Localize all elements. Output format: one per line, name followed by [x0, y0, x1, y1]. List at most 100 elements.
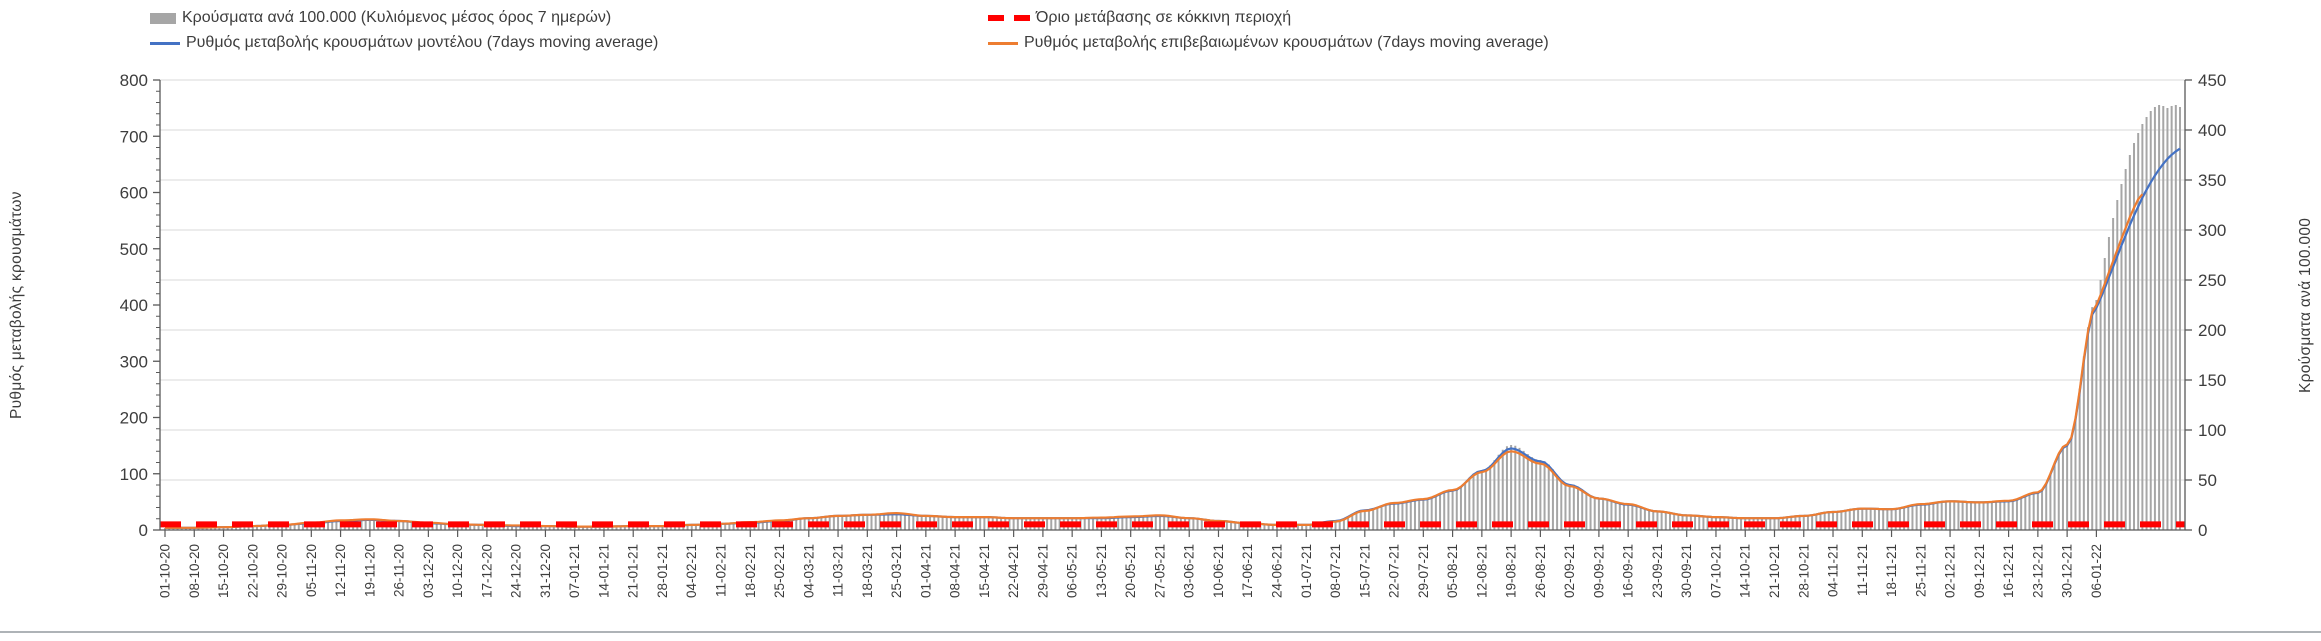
- right-axis-tick-label: 450: [2198, 71, 2226, 90]
- x-axis-tick-label: 11-03-21: [831, 544, 846, 597]
- bottom-divider: [0, 631, 2321, 633]
- x-axis-tick-label: 25-02-21: [772, 544, 787, 598]
- left-axis-tick-label: 0: [139, 521, 148, 540]
- legend-item-red-zone-threshold: Όριο μετάβασης σε κόκκινη περιοχή: [988, 8, 1291, 28]
- right-axis-tick-label: 350: [2198, 171, 2226, 190]
- x-axis-tick-label: 30-12-21: [2060, 544, 2075, 598]
- right-axis-tick-label: 250: [2198, 271, 2226, 290]
- x-axis-tick-label: 26-11-20: [392, 544, 407, 597]
- left-axis-tick-label: 100: [120, 465, 148, 484]
- x-axis-tick-label: 10-06-21: [1211, 544, 1226, 598]
- right-axis-tick-label: 200: [2198, 321, 2226, 340]
- x-axis-tick-label: 02-12-21: [1943, 544, 1958, 598]
- x-axis-tick-label: 22-07-21: [1387, 544, 1402, 598]
- left-axis-tick-label: 400: [120, 296, 148, 315]
- blue-line-swatch-icon: [150, 41, 180, 45]
- legend-label-cases-per-100k: Κρούσματα ανά 100.000 (Κυλιόμενος μέσος …: [182, 9, 612, 26]
- x-axis-tick-label: 04-03-21: [801, 544, 816, 598]
- x-axis-tick-label: 17-12-20: [479, 544, 494, 598]
- x-axis-tick-label: 24-06-21: [1270, 544, 1285, 598]
- confirmed-rate-line: [165, 193, 2144, 529]
- x-axis-tick-label: 22-04-21: [1006, 544, 1021, 598]
- x-axis-tick-label: 10-12-20: [450, 544, 465, 598]
- x-axis-tick-label: 05-11-20: [304, 544, 319, 597]
- left-axis-tick-label: 600: [120, 184, 148, 203]
- left-axis-tick-label: 300: [120, 352, 148, 371]
- x-axis-tick-label: 14-01-21: [596, 544, 611, 598]
- x-axis-tick-label: 26-08-21: [1533, 544, 1548, 598]
- left-axis-tick-label: 700: [120, 127, 148, 146]
- x-axis-tick-label: 27-05-21: [1152, 544, 1167, 598]
- x-axis-tick-label: 01-10-20: [158, 544, 173, 598]
- x-axis-tick-label: 04-02-21: [684, 544, 699, 598]
- legend-item-confirmed-rate: Ρυθμός μεταβολής επιβεβαιωμένων κρουσμάτ…: [988, 33, 1549, 53]
- x-axis-tick-label: 05-08-21: [1445, 544, 1460, 598]
- x-axis-tick-label: 03-06-21: [1182, 544, 1197, 598]
- x-axis-tick-label: 15-04-21: [977, 544, 992, 598]
- legend-label-red-zone-threshold: Όριο μετάβασης σε κόκκινη περιοχή: [1036, 9, 1292, 26]
- x-axis-tick-label: 18-02-21: [743, 544, 758, 598]
- legend-item-model-rate: Ρυθμός μεταβολής κρουσμάτων μοντέλου (7d…: [150, 33, 658, 53]
- x-axis-tick-label: 09-09-21: [1591, 544, 1606, 598]
- left-axis-tick-label: 800: [120, 71, 148, 90]
- x-axis-tick-label: 31-12-20: [538, 544, 553, 598]
- right-axis-tick-label: 100: [2198, 421, 2226, 440]
- x-axis-tick-label: 11-02-21: [714, 544, 729, 597]
- x-axis-tick-label: 15-07-21: [1357, 544, 1372, 598]
- legend-item-cases-per-100k: Κρούσματα ανά 100.000 (Κυλιόμενος μέσος …: [150, 8, 611, 28]
- x-axis-tick-label: 18-03-21: [860, 544, 875, 598]
- x-axis-tick-label: 16-09-21: [1621, 544, 1636, 598]
- x-axis-tick-label: 04-11-21: [1826, 544, 1841, 597]
- x-axis-tick-label: 06-01-22: [2089, 544, 2104, 598]
- x-axis-tick-label: 07-01-21: [567, 544, 582, 598]
- left-axis-tick-label: 200: [120, 409, 148, 428]
- x-axis-tick-label: 14-10-21: [1738, 544, 1753, 598]
- right-axis-tick-label: 300: [2198, 221, 2226, 240]
- red-dashed-line-swatch-icon: [988, 15, 1030, 21]
- x-axis-tick-label: 08-10-20: [187, 544, 202, 598]
- x-axis-tick-label: 06-05-21: [1065, 544, 1080, 598]
- x-axis-tick-label: 29-07-21: [1416, 544, 1431, 598]
- x-axis-tick-label: 24-12-20: [509, 544, 524, 598]
- x-axis-tick-label: 25-11-21: [1913, 544, 1928, 597]
- right-axis-tick-label: 50: [2198, 471, 2217, 490]
- x-axis-tick-label: 20-05-21: [1123, 544, 1138, 598]
- x-axis-tick-label: 29-10-20: [275, 544, 290, 598]
- x-axis-tick-label: 17-06-21: [1240, 544, 1255, 598]
- x-axis-tick-label: 29-04-21: [1035, 544, 1050, 598]
- x-axis-tick-label: 09-12-21: [1972, 544, 1987, 598]
- x-axis-tick-label: 03-12-20: [421, 544, 436, 598]
- gray-bar-swatch-icon: [150, 12, 176, 24]
- x-axis-tick-label: 11-11-21: [1855, 544, 1870, 596]
- x-axis-tick-label: 19-08-21: [1504, 544, 1519, 598]
- x-axis-tick-label: 02-09-21: [1562, 544, 1577, 598]
- x-axis-tick-label: 01-04-21: [918, 544, 933, 598]
- x-axis-tick-label: 18-11-21: [1884, 544, 1899, 597]
- x-axis-tick-label: 25-03-21: [889, 544, 904, 598]
- legend-label-model-rate: Ρυθμός μεταβολής κρουσμάτων μοντέλου (7d…: [186, 34, 659, 51]
- x-axis-tick-label: 16-12-21: [2001, 544, 2016, 598]
- x-axis-tick-label: 13-05-21: [1094, 544, 1109, 598]
- x-axis-tick-label: 30-09-21: [1679, 544, 1694, 598]
- bars-series: [164, 105, 2181, 530]
- x-axis-tick-label: 23-09-21: [1650, 544, 1665, 598]
- right-axis-tick-label: 400: [2198, 121, 2226, 140]
- x-axis-tick-label: 08-04-21: [948, 544, 963, 598]
- x-axis-tick-label: 28-10-21: [1796, 544, 1811, 598]
- right-axis-tick-label: 0: [2198, 521, 2207, 540]
- left-axis-tick-label: 500: [120, 240, 148, 259]
- x-axis-tick-label: 28-01-21: [655, 544, 670, 598]
- x-axis-tick-label: 01-07-21: [1299, 544, 1314, 598]
- model-rate-line: [165, 147, 2181, 529]
- x-axis-tick-label: 15-10-20: [216, 544, 231, 598]
- x-axis-tick-label: 12-08-21: [1474, 544, 1489, 598]
- x-axis-tick-label: 21-01-21: [626, 544, 641, 598]
- x-axis-tick-label: 21-10-21: [1767, 544, 1782, 598]
- orange-line-swatch-icon: [988, 41, 1018, 45]
- x-axis-tick-label: 08-07-21: [1328, 544, 1343, 598]
- x-axis-tick-label: 22-10-20: [245, 544, 260, 598]
- x-axis-tick-label: 19-11-20: [362, 544, 377, 597]
- x-axis-tick-label: 07-10-21: [1708, 544, 1723, 598]
